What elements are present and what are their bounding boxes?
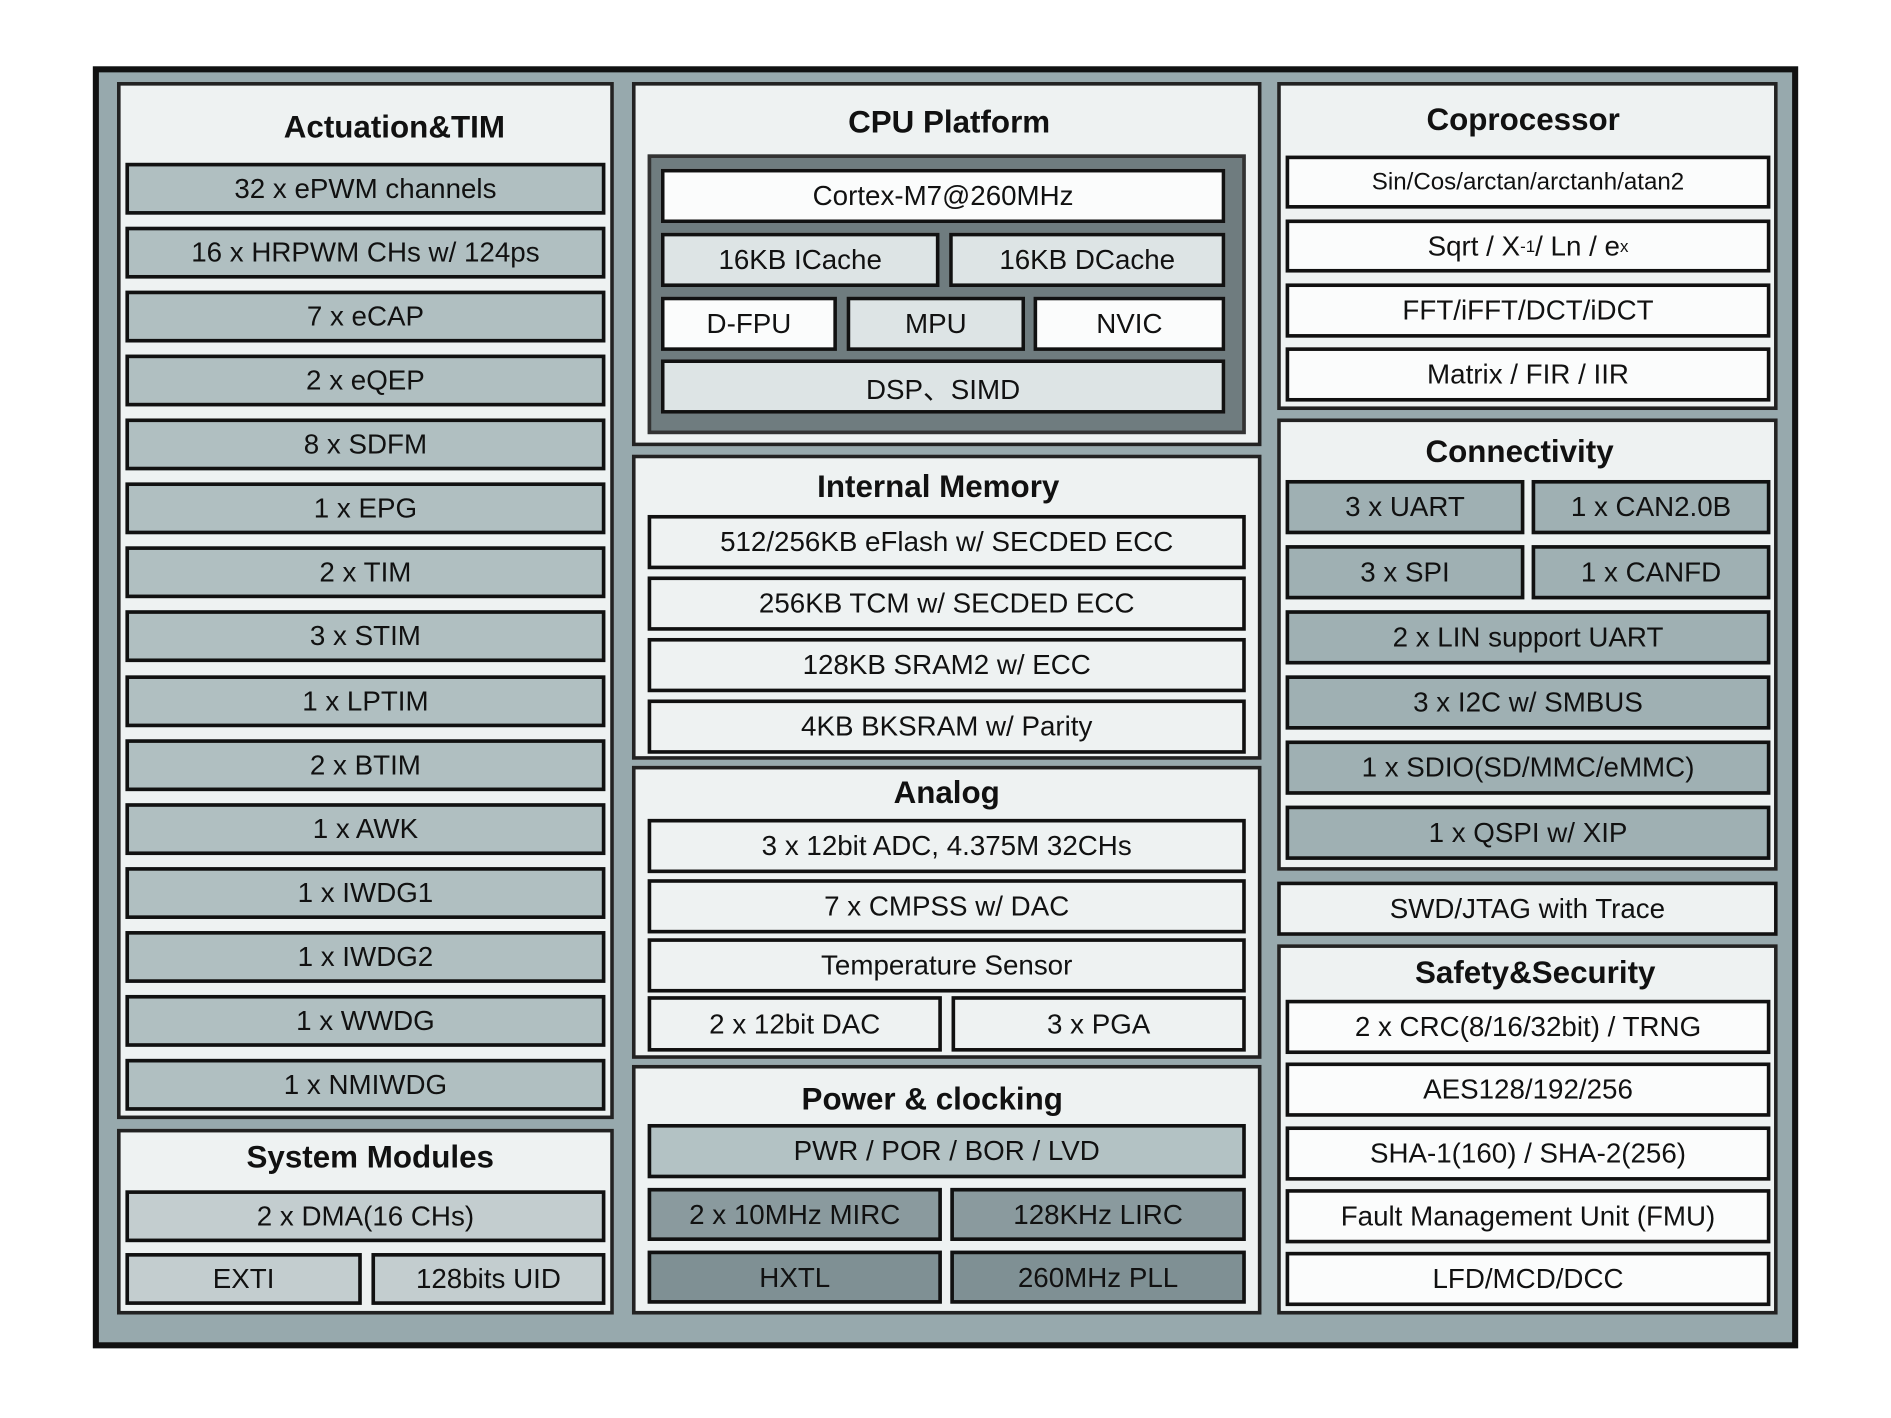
safety-item: AES128/192/256 xyxy=(1285,1062,1771,1117)
connectivity-item: 2 x LIN support UART xyxy=(1285,610,1771,665)
actuation-item: 8 x SDFM xyxy=(125,418,606,471)
debug-block: SWD/JTAG with Trace xyxy=(1277,881,1778,936)
cpu-item: Cortex-M7@260MHz xyxy=(660,168,1226,224)
analog-title: Analog xyxy=(893,774,1000,811)
coprocessor-item: FFT/iFFT/DCT/iDCT xyxy=(1285,283,1771,338)
actuation-item: 1 x AWK xyxy=(125,803,606,856)
memory-item: 512/256KB eFlash w/ SECDED ECC xyxy=(647,514,1246,570)
sqrt-text: Sqrt / X xyxy=(1427,229,1521,262)
cpu-title: CPU Platform xyxy=(848,103,1051,140)
coprocessor-title: Coprocessor xyxy=(1426,101,1620,138)
power-item: PWR / POR / BOR / LVD xyxy=(647,1123,1246,1179)
connectivity-item: 3 x I2C w/ SMBUS xyxy=(1285,675,1771,730)
power-item: 128KHz LIRC xyxy=(950,1187,1246,1241)
cpu-item: DSP、SIMD xyxy=(660,359,1226,414)
system-modules-title: System Modules xyxy=(246,1138,494,1175)
coprocessor-item: Sin/Cos/arctan/arctanh/atan2 xyxy=(1285,155,1771,209)
actuation-item: 7 x eCAP xyxy=(125,290,606,343)
power-title: Power & clocking xyxy=(801,1080,1063,1117)
actuation-item: 1 x NMIWDG xyxy=(125,1058,606,1111)
analog-item: 2 x 12bit DAC xyxy=(647,996,942,1052)
coprocessor-item: Matrix / FIR / IIR xyxy=(1285,347,1771,402)
actuation-item: 1 x IWDG2 xyxy=(125,931,606,983)
memory-title: Internal Memory xyxy=(817,467,1060,505)
connectivity-item: 3 x SPI xyxy=(1285,545,1525,600)
connectivity-item: 3 x UART xyxy=(1285,479,1525,535)
safety-item: 2 x CRC(8/16/32bit) / TRNG xyxy=(1285,999,1771,1055)
power-item: HXTL xyxy=(647,1250,942,1304)
actuation-item: 1 x WWDG xyxy=(125,994,606,1047)
analog-item: 3 x PGA xyxy=(951,996,1246,1052)
cpu-item: NVIC xyxy=(1033,296,1226,351)
cpu-item: D-FPU xyxy=(660,296,837,351)
actuation-title: Actuation&TIM xyxy=(283,108,505,145)
actuation-item: 3 x STIM xyxy=(125,610,606,663)
cpu-item: 16KB ICache xyxy=(660,232,940,288)
power-item: 2 x 10MHz MIRC xyxy=(647,1187,942,1241)
actuation-item: 1 x EPG xyxy=(125,482,606,535)
connectivity-item: 1 x SDIO(SD/MMC/eMMC) xyxy=(1285,740,1771,795)
safety-item: Fault Management Unit (FMU) xyxy=(1285,1189,1771,1244)
ln-text: / Ln / e xyxy=(1535,229,1620,262)
actuation-item: 16 x HRPWM CHs w/ 124ps xyxy=(125,226,606,279)
safety-item: LFD/MCD/DCC xyxy=(1285,1251,1771,1307)
safety-title: Safety&Security xyxy=(1414,953,1656,991)
connectivity-item: 1 x CANFD xyxy=(1531,545,1771,600)
memory-item: 256KB TCM w/ SECDED ECC xyxy=(647,576,1246,631)
analog-item: 7 x CMPSS w/ DAC xyxy=(647,879,1246,934)
cpu-item: MPU xyxy=(846,296,1026,351)
safety-item: SHA-1(160) / SHA-2(256) xyxy=(1285,1126,1771,1181)
connectivity-item: 1 x CAN2.0B xyxy=(1531,479,1771,535)
actuation-item: 1 x LPTIM xyxy=(125,675,606,728)
analog-item: 3 x 12bit ADC, 4.375M 32CHs xyxy=(647,818,1246,874)
actuation-item: 2 x TIM xyxy=(125,546,606,599)
memory-item: 128KB SRAM2 w/ ECC xyxy=(647,637,1246,693)
actuation-item: 32 x ePWM channels xyxy=(125,162,606,215)
power-item: 260MHz PLL xyxy=(950,1250,1246,1304)
connectivity-title: Connectivity xyxy=(1425,432,1614,470)
actuation-item: 1 x IWDG1 xyxy=(125,867,606,919)
analog-item: Temperature Sensor xyxy=(647,938,1246,993)
actuation-item: 2 x BTIM xyxy=(125,739,606,792)
connectivity-item: 1 x QSPI w/ XIP xyxy=(1285,805,1771,860)
actuation-item: 2 x eQEP xyxy=(125,354,606,407)
system-item: EXTI xyxy=(125,1253,362,1305)
system-item: 128bits UID xyxy=(371,1253,606,1305)
system-item: 2 x DMA(16 CHs) xyxy=(125,1190,606,1243)
memory-item: 4KB BKSRAM w/ Parity xyxy=(647,699,1246,754)
cpu-item: 16KB DCache xyxy=(949,232,1226,288)
